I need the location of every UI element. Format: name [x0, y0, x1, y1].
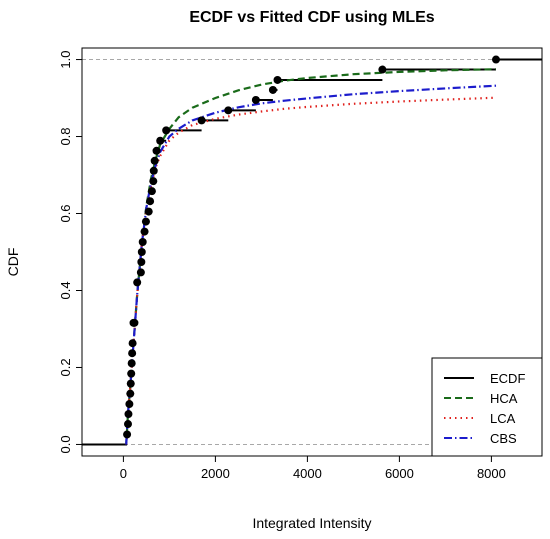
y-tick-label-3: 0.6: [58, 204, 73, 222]
x-tick-label-4: 8000: [477, 466, 506, 481]
ecdf-point-19: [144, 207, 153, 216]
x-tick-label-3: 6000: [385, 466, 414, 481]
ecdf-point-8: [128, 349, 137, 358]
ecdf-point-6: [127, 369, 136, 378]
ecdf-point-13: [136, 268, 145, 277]
ecdf-point-29: [224, 106, 233, 115]
y-tick-label-1: 0.2: [58, 358, 73, 376]
ecdf-point-0: [123, 430, 132, 439]
ecdf-point-22: [149, 177, 158, 186]
y-tick-label-2: 0.4: [58, 281, 73, 299]
legend-label-lca: LCA: [490, 411, 516, 426]
x-tick-label-1: 2000: [201, 466, 230, 481]
y-axis-ticks: 0.0 0.2 0.4 0.6 0.8 1.0: [58, 51, 82, 453]
ecdf-point-11: [130, 318, 139, 327]
ecdf-point-2: [124, 410, 133, 419]
legend-box: [431, 357, 543, 457]
plot-frame: [81, 47, 543, 457]
y-axis-label: CDF: [5, 248, 21, 277]
x-tick-label-0: 0: [120, 466, 127, 481]
series-line-cbs: [125, 84, 497, 445]
ecdf-point-4: [126, 389, 135, 398]
legend: ECDF HCA LCA CBS: [431, 357, 543, 457]
ecdf-points: [123, 55, 500, 439]
ecdf-point-24: [150, 156, 159, 165]
ecdf-point-23: [149, 166, 158, 175]
x-tick-label-2: 4000: [293, 466, 322, 481]
ecdf-point-34: [492, 55, 500, 64]
ecdf-point-3: [125, 400, 134, 409]
ecdf-point-33: [378, 65, 387, 74]
ecdf-point-26: [156, 136, 165, 145]
legend-label-cbs: CBS: [490, 431, 517, 446]
ecdf-point-15: [137, 248, 146, 256]
ecdf-point-20: [146, 197, 155, 206]
ecdf-point-21: [147, 187, 156, 196]
ecdf-point-27: [162, 126, 171, 135]
ecdf-point-25: [152, 146, 161, 155]
ecdf-point-31: [268, 85, 277, 94]
y-tick-label-4: 0.8: [58, 127, 73, 145]
y-tick-label-0: 0.0: [58, 435, 73, 453]
x-axis-label: Integrated Intensity: [252, 515, 371, 531]
ecdf-point-17: [140, 227, 149, 236]
ecdf-point-12: [133, 278, 142, 287]
legend-label-hca: HCA: [490, 391, 518, 406]
ecdf-point-18: [141, 217, 150, 226]
ecdf-point-5: [126, 379, 135, 388]
ecdf-point-16: [138, 237, 147, 246]
ecdf-point-1: [124, 420, 132, 429]
ecdf-point-9: [128, 339, 137, 348]
ecdf-point-7: [127, 359, 136, 368]
chart-title: ECDF vs Fitted CDF using MLEs: [189, 9, 434, 26]
ecdf-point-30: [251, 95, 260, 104]
ecdf-point-14: [137, 258, 146, 267]
ecdf-point-28: [197, 116, 206, 125]
legend-label-ecdf: ECDF: [490, 371, 525, 386]
x-axis-ticks: 0 2000 4000 6000 8000: [120, 456, 506, 481]
ecdf-point-32: [273, 75, 282, 84]
y-tick-label-5: 1.0: [58, 51, 73, 69]
